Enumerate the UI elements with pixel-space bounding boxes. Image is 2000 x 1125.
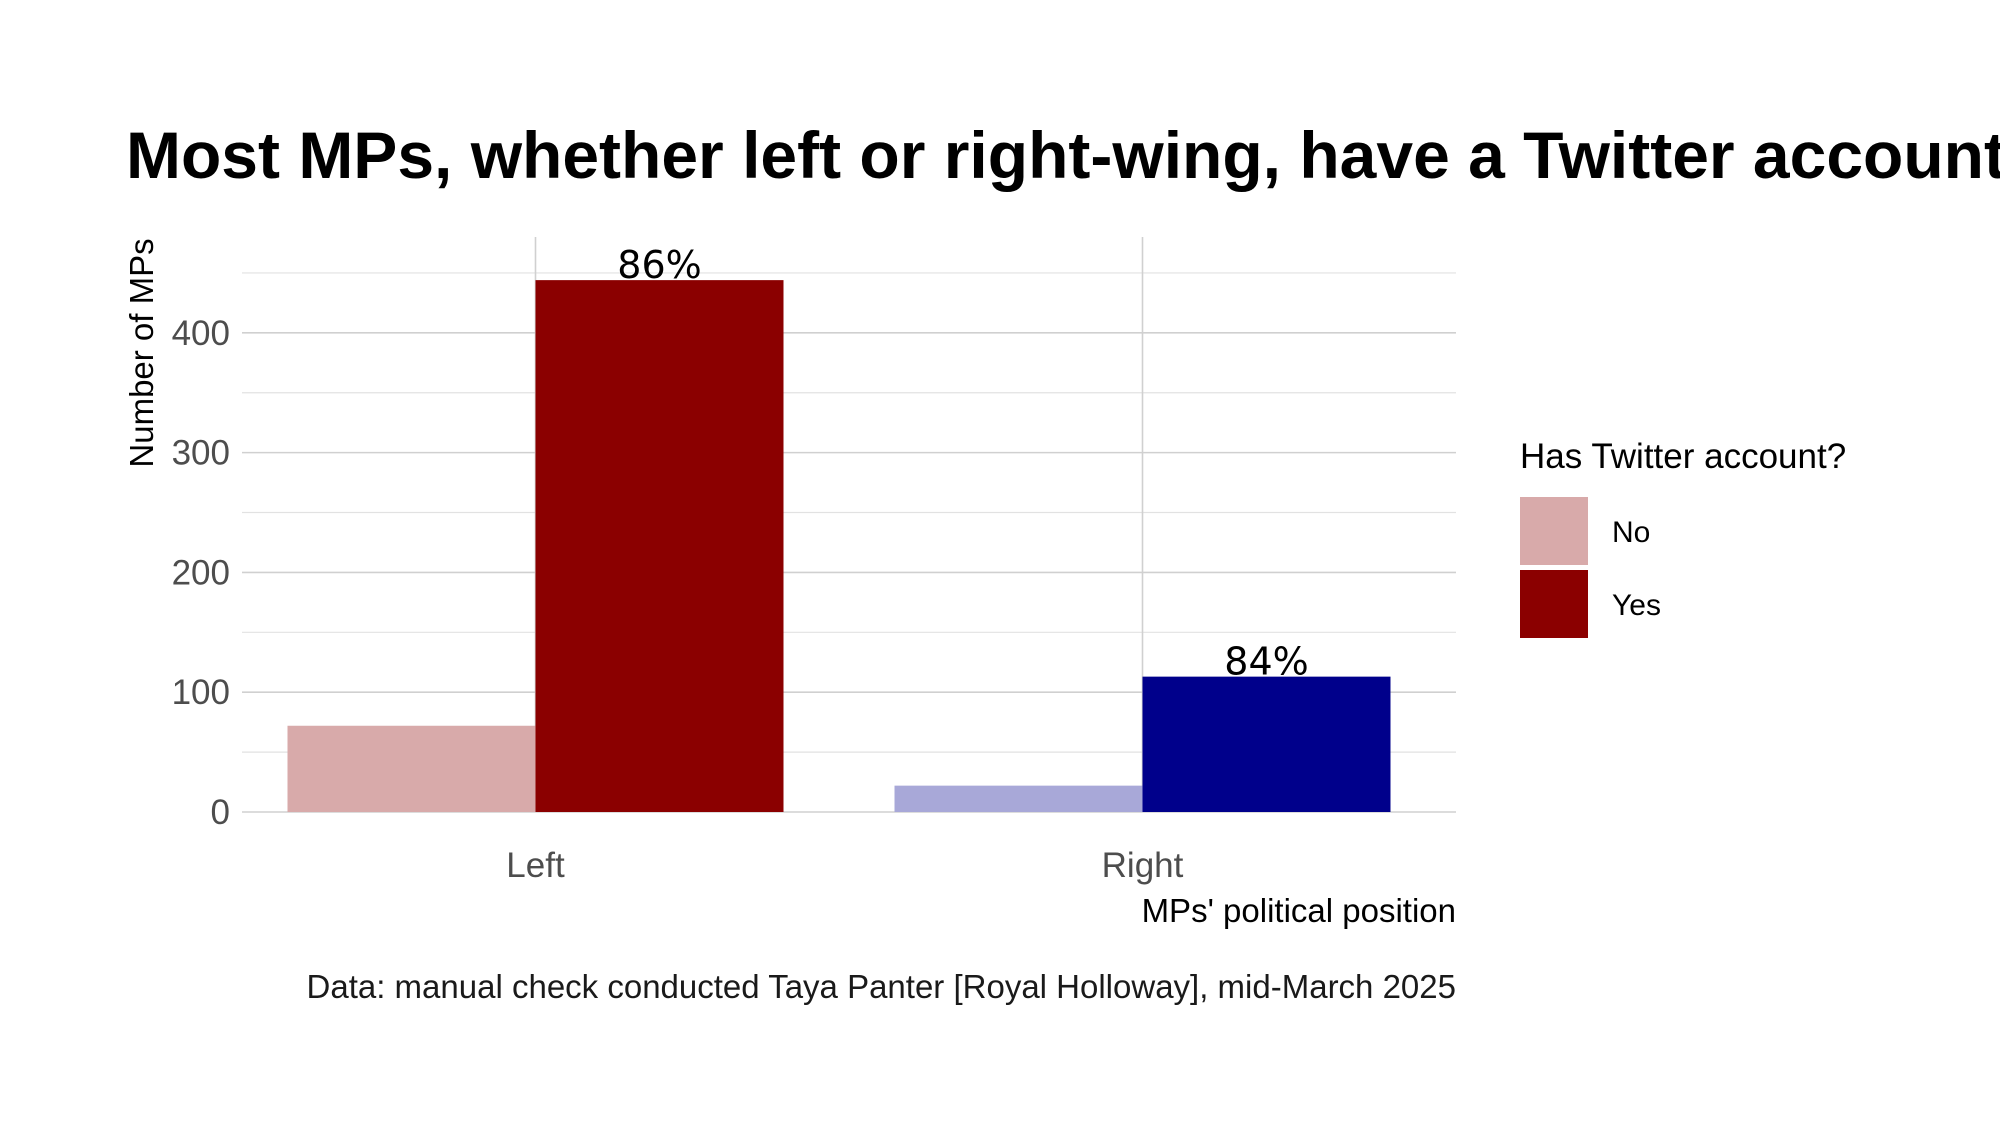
bar-right-no: [894, 785, 1143, 812]
chart-title: Most MPs, whether left or right-wing, ha…: [126, 118, 2000, 192]
chart-caption: Data: manual check conducted Taya Panter…: [307, 968, 1456, 1005]
y-tick-label: 400: [172, 314, 230, 353]
legend-swatch-yes: [1520, 570, 1588, 638]
y-axis-ticks: 0 100 200 300 400: [172, 314, 230, 832]
x-axis-ticks: Left Right: [506, 846, 1183, 885]
y-tick-label: 0: [211, 793, 230, 832]
y-tick-label: 100: [172, 673, 230, 712]
bar-left-yes: [535, 280, 784, 812]
x-tick-label: Right: [1102, 846, 1184, 885]
data-label: 84%: [1224, 640, 1308, 684]
x-axis-title: MPs' political position: [1142, 892, 1456, 929]
legend-swatch-no: [1520, 497, 1588, 565]
bar-left-no: [287, 725, 536, 812]
legend-title: Has Twitter account?: [1520, 437, 1846, 476]
data-label: 86%: [617, 243, 701, 287]
legend-label: No: [1612, 516, 1650, 549]
data-labels: 86% 84%: [617, 243, 1308, 684]
legend-items: No Yes: [1520, 497, 1661, 638]
y-axis-title: Number of MPs: [123, 238, 160, 467]
bar-right-yes: [1142, 676, 1391, 812]
x-tick-label: Left: [506, 846, 565, 885]
legend-label: Yes: [1612, 589, 1661, 622]
legend: Has Twitter account? No Yes: [1520, 437, 1846, 638]
y-tick-label: 200: [172, 553, 230, 592]
y-tick-label: 300: [172, 434, 230, 473]
plot-bars: [287, 280, 1391, 812]
